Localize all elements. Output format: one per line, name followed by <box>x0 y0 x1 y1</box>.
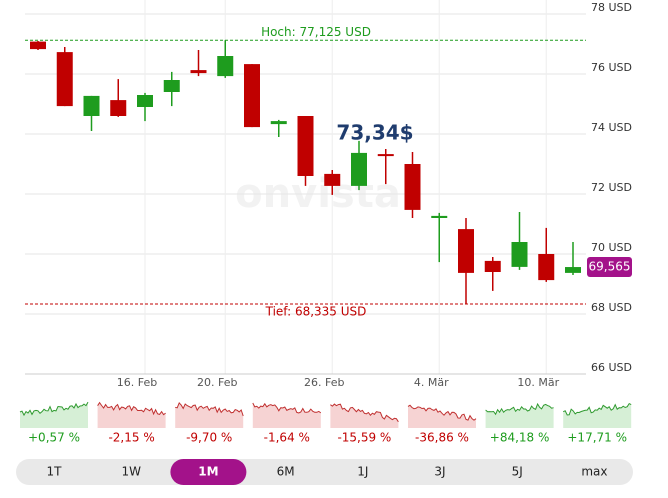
candle-body <box>163 80 180 92</box>
candle-body <box>351 152 367 186</box>
sparkline-area <box>97 402 166 428</box>
sparkline-area <box>175 402 244 428</box>
y-tick-label: 68 USD <box>591 301 632 314</box>
candle-body <box>244 64 260 128</box>
candle-body <box>30 41 46 50</box>
period-bar <box>16 459 633 485</box>
sparkline-area <box>563 403 632 428</box>
performance-label: -9,70 % <box>186 431 232 445</box>
sparkline <box>485 402 554 416</box>
performance-label: -36,86 % <box>415 431 469 445</box>
candle-body <box>56 52 73 107</box>
sparkline <box>252 402 322 414</box>
performance-label: -2,15 % <box>108 431 154 445</box>
candle-body <box>565 267 581 273</box>
sparkline-area <box>20 402 88 428</box>
period-button[interactable]: 1W <box>121 465 141 479</box>
sparkline-area <box>485 404 554 428</box>
sparkline <box>407 404 477 421</box>
x-tick-label: 4. Mär <box>414 376 449 389</box>
candle-body <box>484 260 501 272</box>
candle-body <box>190 70 207 74</box>
y-tick-label: 74 USD <box>591 121 632 134</box>
candle-body <box>297 116 314 176</box>
performance-label: -15,59 % <box>337 431 391 445</box>
candle-body <box>217 56 234 77</box>
period-button[interactable]: 6M <box>277 465 295 479</box>
candle-body <box>377 154 394 157</box>
x-tick-label: 20. Feb <box>197 376 237 389</box>
candle-body <box>324 173 341 186</box>
sparkline-area <box>408 405 476 428</box>
sparkline-area <box>252 403 321 428</box>
x-tick-label: 10. Mär <box>517 376 559 389</box>
candle-body <box>431 215 448 218</box>
x-tick-label: 26. Feb <box>304 376 344 389</box>
performance-label: +84,18 % <box>490 431 550 445</box>
last-price-label: 69,565 <box>589 260 631 274</box>
period-button[interactable]: 1T <box>47 465 63 479</box>
candle-body <box>404 164 421 210</box>
last-price-badge <box>587 257 632 278</box>
performance-label: -1,64 % <box>264 431 310 445</box>
y-tick-label: 72 USD <box>591 181 632 194</box>
candle-body <box>270 121 287 125</box>
candle-body <box>110 100 127 116</box>
sparkline <box>175 401 244 417</box>
candle-body <box>83 95 100 116</box>
sparkline <box>97 401 166 416</box>
candle-body <box>458 229 474 273</box>
period-active <box>170 459 247 485</box>
reference-label: Hoch: 77,125 USD <box>261 25 371 39</box>
sparkline <box>19 401 89 417</box>
candle-body <box>511 242 528 267</box>
reference-label: Tief: 68,335 USD <box>265 304 367 318</box>
sparkline <box>330 403 399 423</box>
price-annotation: 73,34$ <box>336 121 413 145</box>
x-tick-label: 16. Feb <box>117 376 157 389</box>
y-tick-label: 76 USD <box>591 61 632 74</box>
candle-body <box>137 95 153 107</box>
y-tick-label: 66 USD <box>591 361 632 374</box>
period-button[interactable]: 1J <box>357 465 368 479</box>
period-button[interactable]: 1M <box>198 465 218 479</box>
y-tick-label: 78 USD <box>591 1 632 14</box>
sparkline <box>562 402 632 416</box>
performance-label: +17,71 % <box>567 431 627 445</box>
performance-label: +0,57 % <box>28 431 80 445</box>
period-button[interactable]: 3J <box>434 465 445 479</box>
candle-body <box>538 254 555 281</box>
sparkline-area <box>330 404 399 428</box>
period-button[interactable]: 5J <box>512 465 523 479</box>
y-tick-label: 70 USD <box>591 241 632 254</box>
period-button[interactable]: max <box>581 465 607 479</box>
